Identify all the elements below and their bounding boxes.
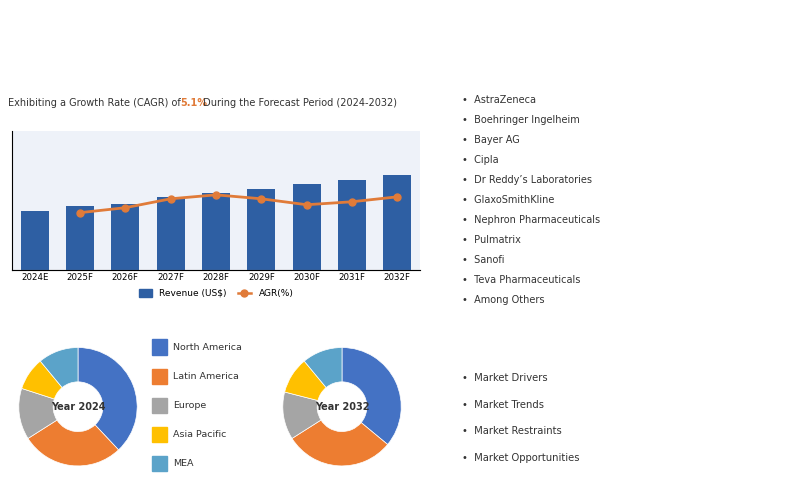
Text: •  Market Restraints: • Market Restraints <box>462 426 562 436</box>
Text: •  Market Opportunities: • Market Opportunities <box>462 453 580 463</box>
Wedge shape <box>19 388 57 438</box>
Text: Exhibiting a Growth Rate (CAGR) of: Exhibiting a Growth Rate (CAGR) of <box>8 98 183 108</box>
Wedge shape <box>342 348 401 445</box>
Text: •  Pulmatrix: • Pulmatrix <box>462 235 522 245</box>
Text: Asia Pacific: Asia Pacific <box>173 430 226 439</box>
Wedge shape <box>283 392 321 438</box>
Text: •  Market Trends: • Market Trends <box>462 400 544 410</box>
Text: Year 2032: Year 2032 <box>314 402 370 412</box>
Legend: Revenue (US$), AGR(%): Revenue (US$), AGR(%) <box>135 285 297 302</box>
Text: •  Sanofi: • Sanofi <box>462 255 505 265</box>
Text: Europe: Europe <box>173 401 206 410</box>
Text: •  Nephron Pharmaceuticals: • Nephron Pharmaceuticals <box>462 215 601 225</box>
Text: North America: North America <box>173 343 242 352</box>
Bar <box>383 175 411 270</box>
Wedge shape <box>285 361 326 400</box>
Text: MEA: MEA <box>173 459 194 468</box>
Bar <box>21 211 49 270</box>
Wedge shape <box>292 420 388 466</box>
Text: •  GlaxoSmithKline: • GlaxoSmithKline <box>462 195 554 205</box>
Bar <box>152 340 167 355</box>
Text: MARKET REVENUE FORECAST & GROWTH RATE 2024-2032: MARKET REVENUE FORECAST & GROWTH RATE 20… <box>51 65 377 74</box>
Bar <box>152 369 167 384</box>
Bar <box>152 456 167 471</box>
Text: Year 2024: Year 2024 <box>50 402 106 412</box>
Text: •  Cipla: • Cipla <box>462 155 499 165</box>
Wedge shape <box>304 348 342 387</box>
Text: •  Market Drivers: • Market Drivers <box>462 374 548 384</box>
Bar <box>293 184 321 270</box>
Text: During the Forecast Period (2024-2032): During the Forecast Period (2024-2032) <box>200 98 397 108</box>
Text: •  Among Others: • Among Others <box>462 295 545 305</box>
Text: MARKET REVENUE SHARE ANALYSIS, BY REGION: MARKET REVENUE SHARE ANALYSIS, BY REGION <box>79 317 349 327</box>
Text: MARKET DYNAMICS COVERED: MARKET DYNAMICS COVERED <box>538 339 703 350</box>
Bar <box>157 197 185 270</box>
Wedge shape <box>22 361 62 399</box>
Bar <box>66 206 94 270</box>
Text: Latin America: Latin America <box>173 372 238 381</box>
Wedge shape <box>28 420 118 466</box>
Wedge shape <box>40 348 78 387</box>
Bar <box>152 426 167 442</box>
Bar <box>247 189 275 270</box>
Bar <box>152 397 167 413</box>
Bar <box>202 193 230 270</box>
Text: KEY PLAYERS COVERED: KEY PLAYERS COVERED <box>555 65 686 74</box>
Text: •  Teva Pharmaceuticals: • Teva Pharmaceuticals <box>462 275 581 285</box>
Bar <box>111 204 139 270</box>
Bar <box>338 180 366 270</box>
Text: •  Boehringer Ingelheim: • Boehringer Ingelheim <box>462 115 580 125</box>
Text: •  AstraZeneca: • AstraZeneca <box>462 95 536 105</box>
Text: •  Bayer AG: • Bayer AG <box>462 135 520 145</box>
Text: •  Dr Reddy’s Laboratories: • Dr Reddy’s Laboratories <box>462 175 592 185</box>
Text: GLOBAL CHRONIC BRONCHITIS MARKET ANALYSIS: GLOBAL CHRONIC BRONCHITIS MARKET ANALYSI… <box>14 22 502 40</box>
Wedge shape <box>78 348 137 450</box>
Text: 5.1%: 5.1% <box>180 98 207 108</box>
